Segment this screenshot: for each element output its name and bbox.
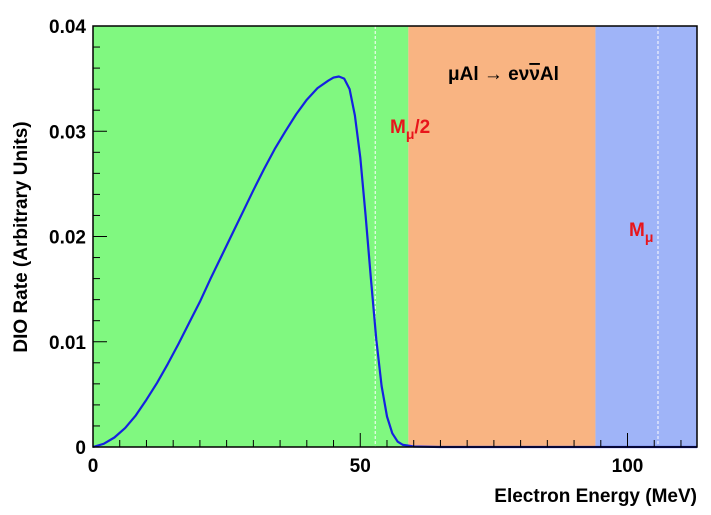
y-tick-label: 0 <box>75 438 86 459</box>
region-2 <box>595 26 697 447</box>
series-line-0 <box>92 75 697 449</box>
y-tick-label: 0.03 <box>49 122 86 143</box>
series-layer <box>92 75 697 449</box>
y-axis-title: DIO Rate (Arbitrary Units) <box>11 121 32 352</box>
axis-ticks <box>92 25 682 448</box>
energy-regions <box>93 26 697 447</box>
x-tick-label: 100 <box>612 456 644 477</box>
region-0 <box>93 26 409 447</box>
x-tick-label: 50 <box>350 456 371 477</box>
y-tick-label: 0.02 <box>49 228 86 249</box>
y-tick-label: 0.04 <box>49 17 86 38</box>
reference-lines <box>374 26 659 447</box>
region-1 <box>408 26 596 447</box>
x-axis-title: Electron Energy (MeV) <box>494 486 697 507</box>
tick-labels: 0 50 100 0 0.01 0.02 0.03 0.04 <box>49 17 643 477</box>
reaction-label: μAl → eννAl <box>448 64 559 85</box>
x-tick-label: 0 <box>88 456 99 477</box>
y-tick-label: 0.01 <box>49 333 86 354</box>
